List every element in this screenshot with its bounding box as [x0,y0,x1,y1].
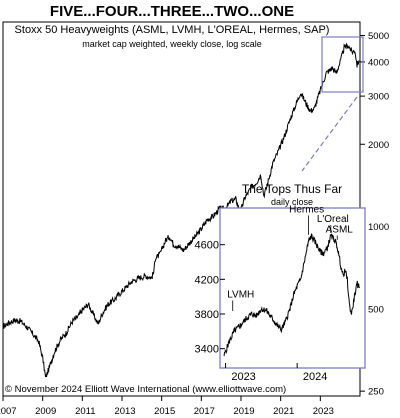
main-x-tick-label: 2017 [194,406,215,417]
inset-x-axis: 2023 2024 [225,363,327,383]
inset-x-tick-label: 2024 [303,371,327,383]
annotation-label: ASML [326,224,354,235]
inset-note: daily close [271,197,313,207]
main-x-tick-label: 2019 [233,406,254,417]
inset-title: The Tops Thus Far [242,182,342,196]
inset-x-tick-label: 2023 [231,371,255,383]
main-y-tick-label: 1000 [368,222,389,233]
main-y-tick-label: 3000 [368,92,389,103]
annotation-label: LVMH [227,289,254,300]
inset-y-tick-label: 3400 [195,344,219,356]
main-y-tick-label: 500 [368,304,384,315]
main-y-tick-label: 5000 [368,31,389,42]
main-y-tick-label: 250 [368,387,384,398]
copyright-note: © November 2024 Elliott Wave Internation… [5,384,286,395]
inset-plot-frame [219,207,366,369]
inset-y-tick-label: 3800 [195,309,219,321]
chart-note: market cap weighted, weekly close, log s… [82,39,262,49]
annotation-label: L'Oreal [317,214,349,225]
inset-y-axis: 3400 3800 4200 4600 [195,240,225,356]
zoom-connector [301,96,358,172]
main-x-axis: 2007 2009 2011 2013 2015 2017 2019 2021 2023 [0,396,334,417]
main-x-tick-label: 2021 [273,406,294,417]
chart-title: FIVE...FOUR...THREE...TWO...ONE [50,3,294,20]
main-x-tick-label: 2023 [313,406,334,417]
main-y-tick-label: 2000 [368,140,389,151]
main-x-tick-label: 2011 [75,406,95,417]
annotation-label: Hermes [289,204,324,215]
main-y-tick-label: 4000 [368,57,389,68]
highlight-box [321,36,364,93]
series-line-heavyweights [2,42,360,378]
inset-y-tick-label: 4200 [195,274,219,286]
main-x-tick-label: 2009 [35,406,56,417]
inset-y-tick-label: 4600 [195,240,219,252]
main-x-tick-label: 2013 [114,406,135,417]
main-x-tick-label: 2007 [0,406,17,417]
main-y-axis: 250 500 1000 2000 3000 4000 5000 [360,31,389,398]
main-x-tick-label: 2015 [154,406,175,417]
chart-subtitle: Stoxx 50 Heavyweights (ASML, LVMH, L'ORE… [15,24,330,36]
series-line-inset [223,233,360,357]
